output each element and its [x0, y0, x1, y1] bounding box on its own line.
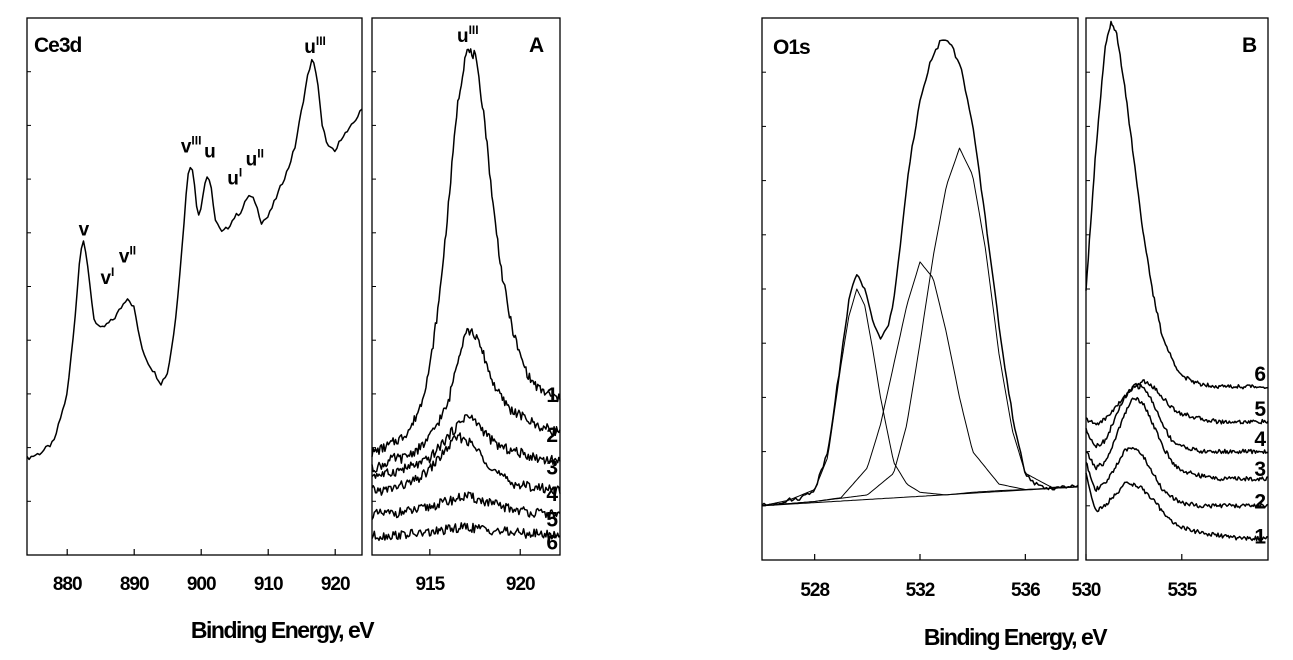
curve-label-3: 3	[1254, 458, 1266, 481]
tick-group-ce3d-uiii: 915 920	[372, 71, 536, 595]
x-axis-title-b: Binding Energy, eV	[924, 624, 1108, 650]
series-line-trace-0	[761, 39, 1079, 506]
curve-label-4: 4	[546, 483, 558, 506]
peak-label: v	[79, 219, 90, 240]
x-tick-label: 920	[321, 574, 350, 595]
curve-label-2: 2	[1254, 490, 1266, 513]
tick-group-o1s-fit: 528 532 536	[762, 71, 1041, 601]
x-tick-label: 528	[800, 580, 829, 601]
x-axis-title-a: Binding Energy, eV	[191, 617, 375, 643]
series-line-2	[371, 327, 561, 473]
series-line-trace-4	[761, 486, 1079, 507]
series-line-3	[1085, 396, 1269, 482]
series-line-5	[1085, 379, 1269, 426]
x-tick-label: 530	[1072, 580, 1101, 601]
curve-label-6: 6	[546, 532, 558, 555]
x-tick-label: 900	[187, 574, 216, 595]
x-tick-label: 532	[906, 580, 935, 601]
curve-label-group-o1s-series: 6 5 4 3 2 1	[1254, 363, 1266, 549]
series-line-1	[371, 48, 561, 457]
series-group-ce3d-uiii	[371, 48, 561, 542]
peak-label: vII	[119, 243, 136, 267]
series-line-6	[371, 522, 561, 542]
panel-title-o1s: O1s	[773, 36, 810, 59]
plot-frame-ce3d-uiii	[371, 17, 561, 556]
series-group-o1s-series	[1085, 20, 1269, 542]
tick-group-ce3d-wide: 880 890 900 910 920	[27, 71, 351, 595]
series-line-trace-1	[761, 288, 1079, 507]
curve-label-1: 1	[1254, 526, 1266, 549]
peak-label: uII	[246, 147, 264, 171]
series-line-6	[1085, 20, 1268, 390]
series-group-ce3d-wide	[26, 58, 363, 461]
curve-label-5: 5	[546, 508, 558, 531]
peak-label: uIII	[457, 23, 479, 47]
peak-label: u	[204, 142, 216, 163]
x-tick-label: 920	[506, 574, 535, 595]
curve-label-group-ce3d-uiii: 1 2 3 456	[546, 384, 558, 555]
series-line-trace-3	[761, 147, 1079, 507]
curve-label-1: 1	[546, 384, 558, 407]
figure-label-a: A	[529, 34, 544, 57]
curve-label-6: 6	[1254, 363, 1266, 386]
series-line-trace-2	[761, 261, 1079, 507]
peak-label: uIII	[304, 34, 326, 58]
figure-label-b: B	[1242, 34, 1257, 57]
curve-label-3: 3	[546, 456, 558, 479]
series-line-1	[1085, 472, 1269, 542]
x-tick-label: 915	[415, 574, 445, 595]
peak-label: uI	[227, 165, 242, 189]
x-tick-label: 536	[1011, 580, 1040, 601]
panel-ce3d-uiii: A 915 920 uIII 1 2 3 456	[371, 17, 561, 595]
panel-o1s-series: B 530 535 6 5 4 3 2 1	[1072, 17, 1269, 601]
peak-label: vI	[100, 265, 114, 289]
x-tick-label: 910	[254, 574, 283, 595]
series-line-trace-0	[26, 58, 363, 461]
series-line-2	[1085, 446, 1269, 509]
curve-label-4: 4	[1254, 428, 1266, 451]
peak-label: vIII	[181, 133, 202, 157]
x-tick-label: 535	[1167, 580, 1197, 601]
panel-title-ce3d: Ce3d	[34, 34, 82, 57]
curve-label-2: 2	[546, 424, 558, 447]
panel-o1s-fit: O1s 528 532 536	[761, 17, 1079, 601]
x-tick-label: 880	[53, 574, 82, 595]
series-line-3	[371, 414, 561, 479]
series-line-4	[1085, 383, 1269, 455]
series-line-4	[371, 432, 561, 496]
series-group-o1s-fit	[761, 39, 1079, 507]
x-tick-label: 890	[120, 574, 149, 595]
tick-group-o1s-series: 530 535	[1072, 71, 1199, 601]
series-line-5	[371, 491, 561, 520]
curve-label-5: 5	[1254, 398, 1266, 421]
peak-label-group-ce3d-uiii: uIII	[457, 23, 479, 47]
